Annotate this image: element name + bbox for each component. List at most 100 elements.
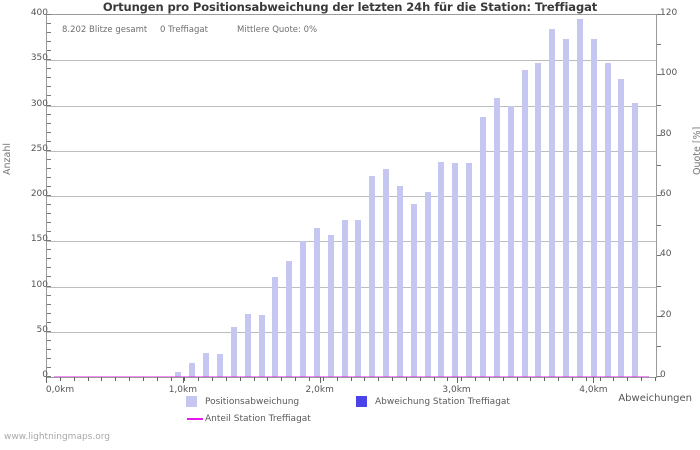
gridline: [47, 332, 656, 333]
bar[interactable]: [383, 168, 390, 377]
y-axis-left-tick-mark: [47, 141, 51, 142]
bar[interactable]: [618, 79, 625, 377]
bar[interactable]: [452, 162, 459, 377]
bar[interactable]: [493, 98, 500, 377]
gridline: [47, 241, 656, 242]
legend: Positionsabweichung Abweichung Station Tr…: [0, 393, 700, 429]
bar[interactable]: [217, 354, 223, 377]
bar[interactable]: [576, 18, 583, 377]
y-axis-left-tick-mark: [47, 204, 51, 205]
y-axis-left-tick-mark: [47, 59, 51, 60]
bar[interactable]: [327, 234, 334, 377]
x-axis-tick-mark: [447, 377, 448, 381]
bar[interactable]: [369, 176, 376, 377]
bar[interactable]: [396, 186, 403, 377]
x-axis-tick-mark: [572, 377, 573, 381]
y-axis-right-tick-mark: [657, 74, 661, 75]
y-axis-left-tick-mark: [47, 23, 51, 24]
bar[interactable]: [479, 117, 486, 377]
y-axis-left-tick-mark: [47, 322, 51, 323]
y-axis-left-tick-mark: [47, 376, 51, 377]
page-title: Ortungen pro Positionsabweichung der let…: [102, 0, 598, 14]
bar[interactable]: [507, 106, 514, 377]
y-axis-left-tick-mark: [47, 114, 51, 115]
x-axis-tick-label: 0,0km: [45, 385, 75, 395]
bar[interactable]: [549, 28, 556, 377]
y-axis-left-tick-label: 100: [30, 279, 48, 290]
x-axis-tick-label: 4,0km: [579, 385, 608, 395]
y-axis-left-tick-mark: [47, 41, 51, 42]
y-axis-left-tick-mark: [47, 267, 51, 268]
y-axis-left-tick-mark: [47, 295, 51, 296]
y-axis-left-tick-mark: [47, 105, 51, 106]
x-axis-tick-mark: [129, 377, 130, 381]
x-axis-tick-mark: [351, 377, 352, 381]
bar[interactable]: [244, 313, 251, 377]
y-axis-left-tick-mark: [47, 50, 51, 51]
y-axis-left-tick-mark: [47, 86, 51, 87]
x-axis-tick-mark: [600, 377, 601, 381]
y-axis-left-tick-label: 350: [30, 53, 48, 64]
bar[interactable]: [355, 220, 362, 377]
y-axis-left-tick-mark: [47, 222, 51, 223]
y-axis-left-tick-mark: [47, 331, 51, 332]
y-axis-right-tick-label: 60: [660, 189, 672, 199]
y-axis-right-tick-mark: [657, 165, 661, 166]
x-axis-tick-mark: [420, 377, 421, 381]
y-axis-left-tick-mark: [47, 213, 51, 214]
y-axis-left-tick-mark: [47, 258, 51, 259]
bar[interactable]: [300, 241, 307, 377]
gridline: [47, 196, 656, 197]
bar[interactable]: [521, 70, 528, 377]
legend-label[interactable]: Positionsabweichung: [205, 397, 300, 407]
y-axis-right-tick-label: 80: [660, 128, 672, 139]
bar[interactable]: [175, 372, 182, 377]
bar[interactable]: [590, 38, 597, 377]
x-axis-tick-mark: [198, 377, 199, 381]
annotation-text: 0 Treffiagat: [160, 25, 208, 35]
bar[interactable]: [189, 363, 196, 377]
x-axis-tick-mark: [323, 377, 324, 381]
legend-label[interactable]: Anteil Station Treffiagat: [205, 414, 311, 424]
x-axis-tick-mark: [240, 377, 241, 381]
y-axis-left-tick-mark: [47, 186, 51, 187]
bar[interactable]: [410, 204, 417, 377]
bar[interactable]: [258, 314, 265, 377]
y-axis-right-tick-mark: [657, 135, 661, 136]
y-axis-left-tick-mark: [47, 14, 51, 15]
x-axis-tick-mark: [254, 377, 255, 381]
x-axis-tick-mark: [171, 377, 172, 381]
y-axis-right-tick-label: 20: [660, 309, 672, 320]
bar[interactable]: [438, 161, 445, 377]
x-axis-tick-label: 1,0km: [168, 385, 197, 395]
x-axis-tick-mark: [613, 377, 614, 381]
y-axis-left-tick-mark: [47, 150, 51, 151]
bar[interactable]: [535, 62, 542, 377]
y-axis-left-tick-mark: [47, 32, 51, 33]
bar[interactable]: [604, 62, 611, 377]
bar[interactable]: [203, 353, 210, 377]
bar[interactable]: [563, 39, 570, 377]
bar[interactable]: [230, 327, 237, 377]
x-axis-tick-label: 2,0km: [305, 385, 334, 395]
y-axis-left-tick-mark: [47, 177, 51, 178]
y-axis-left-tick-label: 250: [30, 143, 48, 154]
legend-label[interactable]: Abweichung Station Treffiagat: [375, 397, 510, 407]
x-axis-tick-mark: [489, 377, 490, 381]
bar[interactable]: [466, 162, 473, 377]
x-axis-tick-mark: [461, 377, 462, 381]
bar[interactable]: [632, 102, 639, 377]
bar[interactable]: [424, 192, 431, 377]
y-axis-left-tick-mark: [47, 77, 51, 78]
y-axis-right-tick-mark: [657, 346, 661, 347]
plot-area: 8.202 Blitze gesamt 0 Treffiagat Mittlere …: [46, 14, 657, 378]
x-axis-tick-mark: [641, 377, 642, 381]
x-axis-major-tick-mark: [46, 377, 47, 383]
bar[interactable]: [272, 277, 279, 377]
bar[interactable]: [286, 261, 293, 377]
bar[interactable]: [341, 220, 348, 377]
y-axis-right-tick-mark: [657, 225, 661, 226]
x-axis-major-tick-mark: [593, 377, 594, 383]
bar[interactable]: [313, 227, 320, 377]
